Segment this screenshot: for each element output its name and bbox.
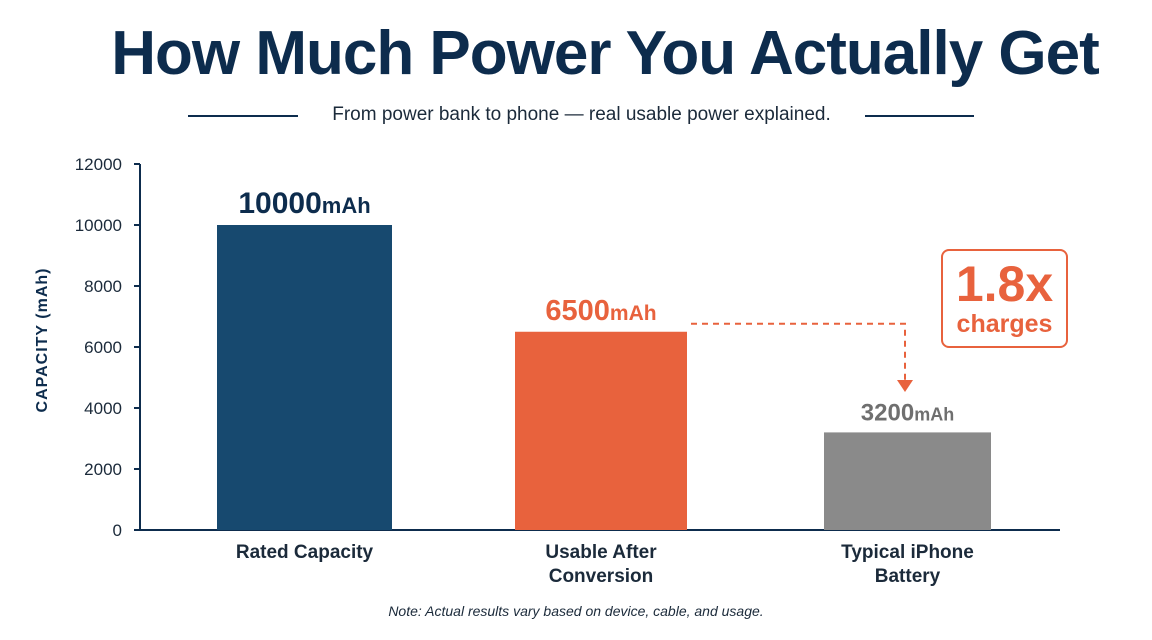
- subtitle-rule-left: [188, 115, 298, 117]
- y-tick-label: 6000: [84, 338, 122, 357]
- bar: [217, 225, 392, 530]
- charges-value: 1.8x: [955, 256, 1054, 312]
- x-category-label: Usable After: [545, 542, 657, 563]
- y-tick-label: 12000: [75, 155, 122, 174]
- subtitle: From power bank to phone — real usable p…: [332, 104, 831, 125]
- x-category-label: Rated Capacity: [236, 542, 374, 563]
- x-category-label: Typical iPhone: [841, 542, 974, 563]
- bar: [515, 331, 687, 530]
- x-category-label: Battery: [875, 566, 941, 587]
- y-axis-title: CAPACITY (mAh): [34, 268, 51, 413]
- bar-value-label: 10000mAh: [238, 187, 370, 220]
- bar-value-label: 3200mAh: [861, 399, 954, 426]
- dashed-connector: [691, 322, 906, 384]
- connector-arrowhead: [897, 380, 913, 392]
- y-tick-label: 0: [113, 521, 122, 540]
- footnote: Note: Actual results vary based on devic…: [388, 603, 764, 619]
- page-title: How Much Power You Actually Get: [111, 19, 1100, 88]
- x-category-label: Conversion: [549, 566, 654, 587]
- charges-callout: 1.8x charges: [941, 249, 1068, 348]
- subtitle-rule-right: [865, 115, 974, 117]
- y-tick-label: 8000: [84, 277, 122, 296]
- y-tick-label: 2000: [84, 460, 122, 479]
- y-tick-label: 10000: [75, 216, 122, 235]
- y-tick-label: 4000: [84, 399, 122, 418]
- bar-value-label: 6500mAh: [545, 295, 656, 327]
- bar: [824, 432, 991, 530]
- subtitle-row: From power bank to phone — real usable p…: [188, 104, 974, 128]
- charges-label: charges: [956, 310, 1053, 338]
